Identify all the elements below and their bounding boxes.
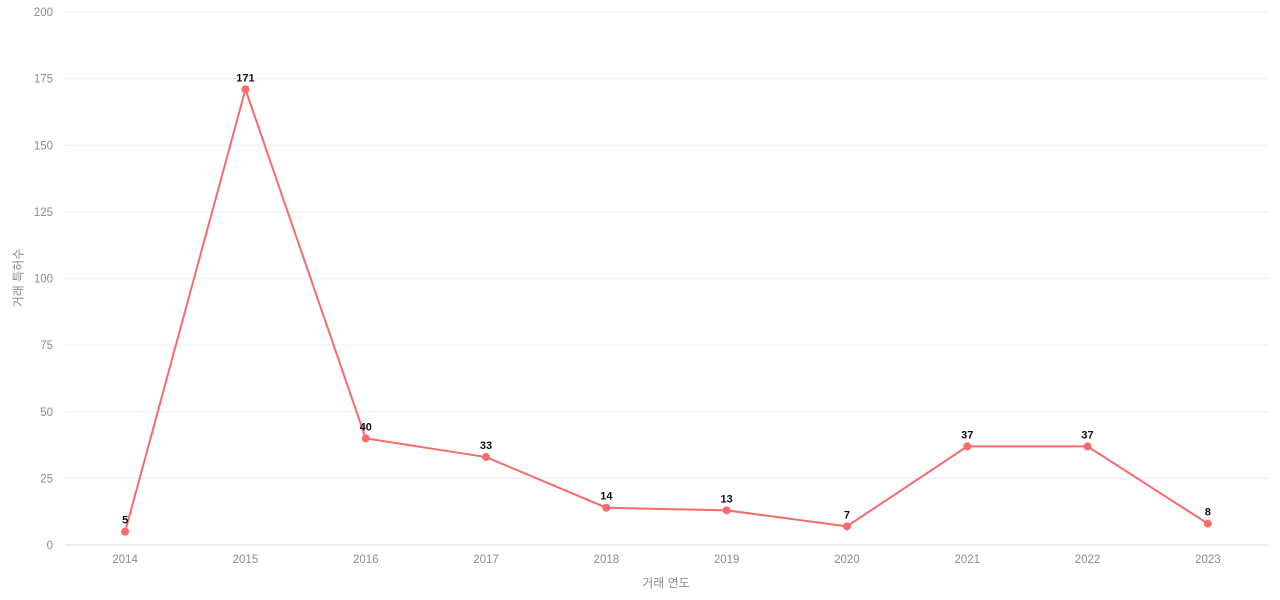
y-tick-label: 125: [34, 207, 53, 219]
data-label: 8: [1205, 507, 1211, 519]
data-label: 14: [600, 491, 613, 503]
x-tick-label: 2014: [112, 554, 138, 566]
x-tick-label: 2017: [473, 554, 499, 566]
x-tick-label: 2018: [594, 554, 620, 566]
y-tick-label: 150: [34, 140, 53, 152]
data-point[interactable]: [361, 434, 370, 443]
data-label: 13: [721, 493, 733, 505]
y-tick-label: 75: [40, 340, 53, 352]
data-label: 171: [236, 72, 254, 84]
x-tick-label: 2015: [233, 554, 259, 566]
x-tick-label: 2016: [353, 554, 379, 566]
y-tick-label: 25: [40, 473, 53, 485]
x-tick-label: 2023: [1195, 554, 1221, 566]
data-point[interactable]: [602, 503, 611, 512]
data-label: 33: [480, 440, 492, 452]
y-tick-label: 175: [34, 74, 53, 86]
x-tick-label: 2019: [714, 554, 740, 566]
data-label: 40: [360, 421, 372, 433]
data-label: 5: [122, 515, 128, 527]
line-series: [124, 88, 1209, 533]
y-tick-label: 200: [34, 7, 53, 19]
data-point[interactable]: [121, 527, 130, 536]
data-label: 37: [1081, 429, 1093, 441]
data-label: 7: [844, 509, 850, 521]
data-point[interactable]: [842, 522, 851, 531]
data-point[interactable]: [963, 442, 972, 451]
x-tick-label: 2022: [1075, 554, 1101, 566]
data-point[interactable]: [722, 506, 731, 515]
data-label: 37: [961, 429, 973, 441]
x-tick-label: 2020: [834, 554, 860, 566]
data-point[interactable]: [1203, 519, 1212, 528]
x-tick-label: 2021: [954, 554, 980, 566]
x-axis-title: 거래 연도: [642, 576, 690, 590]
data-point[interactable]: [482, 453, 491, 462]
y-tick-label: 50: [40, 407, 53, 419]
data-point[interactable]: [1083, 442, 1092, 451]
y-tick-label: 100: [34, 274, 53, 286]
data-point[interactable]: [241, 85, 250, 94]
y-axis-title: 거래 특허수: [11, 248, 26, 308]
y-tick-label: 0: [47, 540, 53, 552]
